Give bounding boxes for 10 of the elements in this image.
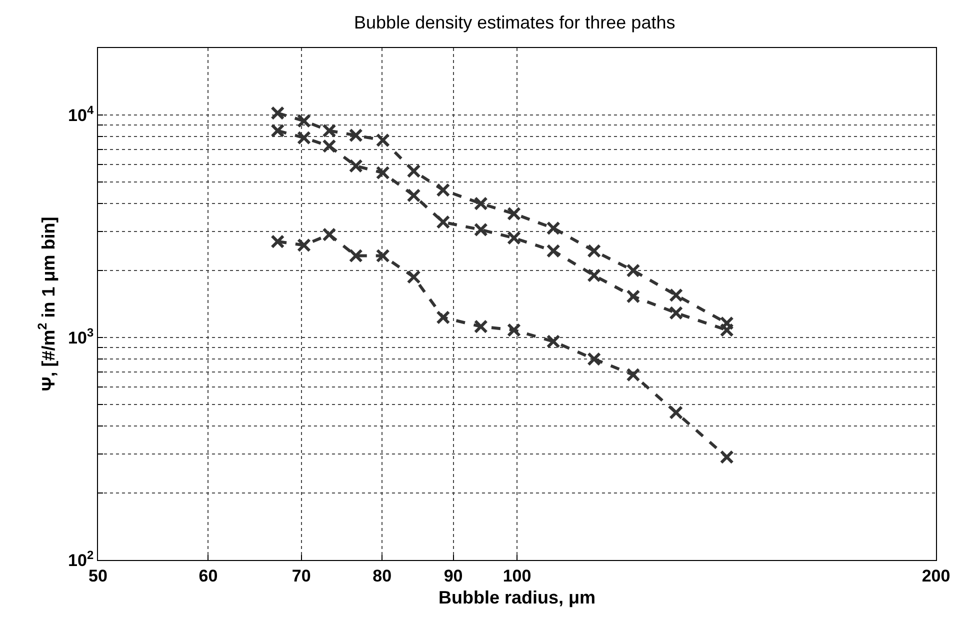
- chart-title: Bubble density estimates for three paths: [354, 12, 676, 32]
- y-tick-label: 10$^{4}$: [68, 102, 94, 125]
- x-tick-label: 80: [372, 566, 392, 586]
- y-tick-label: 10$^{3}$: [68, 325, 94, 348]
- x-tick-label: 100: [502, 566, 532, 586]
- x-tick-label: 90: [444, 566, 463, 586]
- x-tick-label: 70: [292, 566, 311, 586]
- x-axis-title: Bubble radius, μm: [438, 588, 596, 608]
- x-tick-label: 60: [198, 566, 218, 586]
- x-tick-label: 200: [922, 566, 950, 586]
